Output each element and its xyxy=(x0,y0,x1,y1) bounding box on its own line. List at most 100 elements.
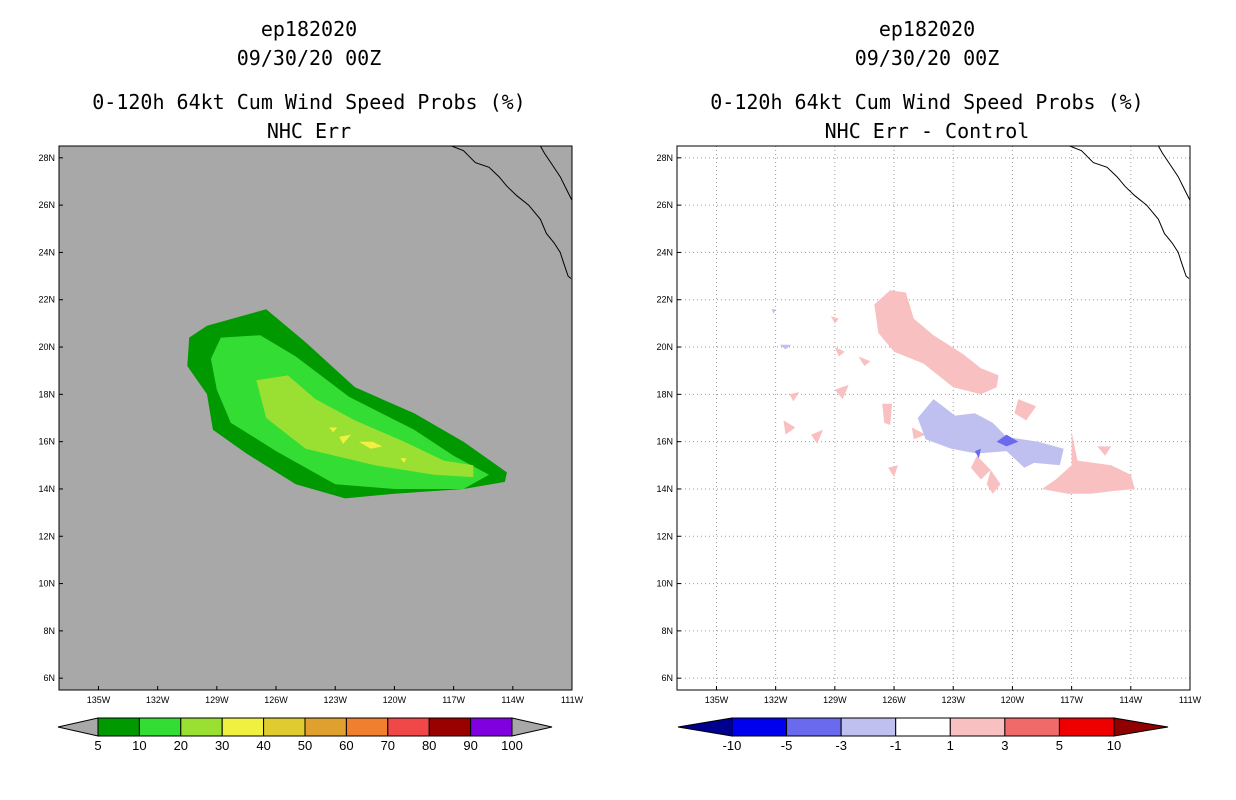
colorbar-label: 90 xyxy=(463,738,477,753)
colorbar-label: 10 xyxy=(132,738,146,753)
chart-subtitle: NHC Err xyxy=(266,119,352,143)
contour-level-1 xyxy=(1014,399,1037,421)
y-tick-label: 10N xyxy=(38,579,55,589)
colorbar-swatch xyxy=(304,717,347,737)
x-tick-label: 117W xyxy=(1060,695,1083,705)
colorbar-label: -1 xyxy=(890,738,902,753)
contour-level-30 xyxy=(400,458,407,463)
colorbar-end-left xyxy=(57,717,99,737)
plot-frame xyxy=(58,145,573,691)
coastline xyxy=(1069,146,1190,279)
x-tick-label: 129W xyxy=(205,695,229,705)
colorbar-label: 20 xyxy=(174,738,188,753)
x-tick-label: 135W xyxy=(87,695,111,705)
contour-level-1 xyxy=(911,427,926,440)
chart-panel-left: ep182020 09/30/20 00Z 0-120h 64kt Cum Wi… xyxy=(38,17,584,753)
y-tick-label: 12N xyxy=(656,531,673,541)
x-tick-label: 129W xyxy=(823,695,847,705)
contour-level-1 xyxy=(1042,432,1135,494)
contour-level-1 xyxy=(874,290,999,395)
chart-title-storm: ep182020 xyxy=(260,17,358,41)
y-tick-label: 14N xyxy=(656,484,673,494)
colorbar-end-left xyxy=(677,717,733,737)
x-tick-label: 114W xyxy=(1119,695,1142,705)
chart-panel-right: ep182020 09/30/20 00Z 0-120h 64kt Cum Wi… xyxy=(618,0,1236,800)
x-tick-label: 111W xyxy=(1179,695,1202,705)
y-tick-label: 16N xyxy=(656,437,673,447)
colorbar-label: 5 xyxy=(1056,738,1063,753)
contour-level-1 xyxy=(834,347,845,357)
colorbar-swatch xyxy=(263,717,306,737)
contour-level-1 xyxy=(789,392,800,402)
colorbar-swatch xyxy=(949,717,1006,737)
contour-level-1 xyxy=(971,455,991,480)
chart-subtitle: NHC Err - Control xyxy=(824,119,1030,143)
contour-level-1 xyxy=(783,420,796,435)
contour-level-neg1 xyxy=(771,309,776,314)
y-tick-label: 20N xyxy=(38,342,55,352)
plot-area xyxy=(677,146,1190,690)
x-tick-label: 123W xyxy=(323,695,347,705)
colorbar-label: -3 xyxy=(835,738,847,753)
colorbar-label: 5 xyxy=(94,738,101,753)
colorbar-swatch xyxy=(895,717,951,737)
chart-title-date: 09/30/20 00Z xyxy=(854,46,1000,70)
x-tick-label: 126W xyxy=(882,695,906,705)
y-tick-label: 6N xyxy=(661,673,673,683)
y-tick-label: 28N xyxy=(38,153,55,163)
colorbar-label: -5 xyxy=(781,738,793,753)
colorbar-label: 70 xyxy=(381,738,395,753)
colorbar-label: 3 xyxy=(1001,738,1008,753)
colorbar-end-right xyxy=(511,717,553,737)
contour-level-1 xyxy=(858,356,871,366)
colorbar-swatch xyxy=(138,717,182,737)
contour-level-30 xyxy=(339,434,351,444)
x-tick-label: 111W xyxy=(561,695,584,705)
contour-level-neg1 xyxy=(917,399,1064,468)
x-tick-label: 114W xyxy=(501,695,524,705)
plot-frame xyxy=(676,145,1191,691)
coastline xyxy=(451,146,572,279)
colorbar-swatch xyxy=(840,717,897,737)
x-tick-label: 135W xyxy=(705,695,729,705)
colorbar-swatch xyxy=(470,717,513,737)
contour-level-1 xyxy=(986,470,1001,494)
x-tick-label: 123W xyxy=(941,695,965,705)
plot-area xyxy=(187,146,572,499)
y-tick-label: 28N xyxy=(656,153,673,163)
colorbar-swatch xyxy=(97,717,140,737)
colorbar-label: 80 xyxy=(422,738,436,753)
y-tick-label: 12N xyxy=(38,531,55,541)
y-tick-label: 26N xyxy=(656,200,673,210)
contour-level-30 xyxy=(329,427,338,433)
y-tick-label: 24N xyxy=(38,247,55,257)
coastline xyxy=(1157,146,1190,201)
colorbar-swatch xyxy=(786,717,842,737)
contour-level-1 xyxy=(834,384,849,400)
y-tick-label: 18N xyxy=(38,389,55,399)
y-tick-label: 22N xyxy=(656,295,673,305)
contour-level-30 xyxy=(358,441,383,449)
chart-title-product: 0-120h 64kt Cum Wind Speed Probs (%) xyxy=(710,90,1144,114)
colorbar-label: 100 xyxy=(501,738,523,753)
y-tick-label: 24N xyxy=(656,247,673,257)
colorbar-swatch xyxy=(221,717,265,737)
y-tick-label: 10N xyxy=(656,579,673,589)
chart-title-storm: ep182020 xyxy=(878,17,976,41)
contour-level-1 xyxy=(811,429,823,444)
y-tick-label: 18N xyxy=(656,389,673,399)
colorbar-label: 1 xyxy=(947,738,954,753)
contour-level-neg3 xyxy=(974,448,981,459)
coastline xyxy=(539,146,572,201)
colorbar-swatch xyxy=(180,717,223,737)
y-tick-label: 8N xyxy=(661,626,673,636)
colorbar-label: 60 xyxy=(339,738,353,753)
y-tick-label: 8N xyxy=(43,626,55,636)
contour-level-1 xyxy=(1097,446,1112,456)
x-tick-label: 126W xyxy=(264,695,288,705)
chart-right: 135W 132W 129W 126W 123W 120W 117W 114W 111W 6N 8N… xyxy=(656,145,1202,753)
x-tick-label: 132W xyxy=(146,695,170,705)
y-tick-label: 22N xyxy=(38,295,55,305)
y-tick-label: 16N xyxy=(38,437,55,447)
colorbar-swatch xyxy=(428,717,472,737)
